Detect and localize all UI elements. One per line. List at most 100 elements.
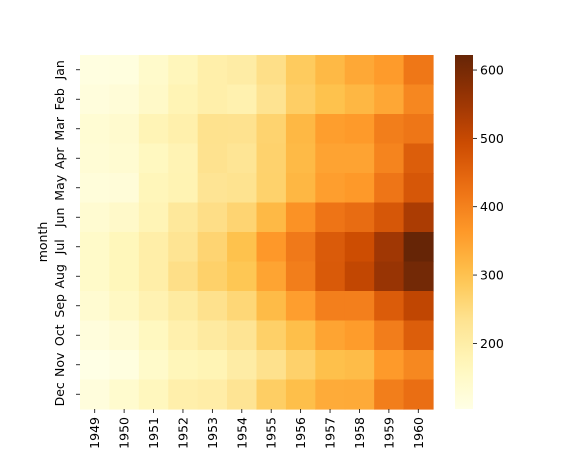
heatmap-cell xyxy=(109,114,140,145)
heatmap-cell xyxy=(109,173,140,204)
heatmap-cell xyxy=(403,173,434,204)
heatmap-cell xyxy=(344,261,375,292)
heatmap-cell xyxy=(138,173,169,204)
heatmap-cell xyxy=(285,84,316,115)
heatmap-cell xyxy=(168,232,199,263)
heatmap-cell xyxy=(138,84,169,115)
heatmap-cell xyxy=(285,291,316,322)
heatmap-cell xyxy=(197,114,228,145)
heatmap-cell xyxy=(138,350,169,381)
heatmap-cell xyxy=(227,173,258,204)
x-tick-label: 1953 xyxy=(205,417,220,449)
heatmap-cell xyxy=(197,202,228,233)
heatmap-cell xyxy=(109,379,140,410)
heatmap-cell xyxy=(344,379,375,410)
heatmap-cell xyxy=(285,232,316,263)
x-tick-label: 1950 xyxy=(117,417,132,449)
x-tick-label: 1959 xyxy=(381,417,396,449)
heatmap-cell xyxy=(80,232,111,263)
heatmap-cell xyxy=(315,84,346,115)
heatmap-cell xyxy=(168,202,199,233)
heatmap-cell xyxy=(344,232,375,263)
heatmap-cell xyxy=(344,350,375,381)
heatmap-cell xyxy=(344,55,375,86)
heatmap-cell xyxy=(227,143,258,174)
y-tick-label: Apr xyxy=(52,147,67,169)
heatmap-cell xyxy=(168,143,199,174)
heatmap-cell xyxy=(227,84,258,115)
heatmap-cell xyxy=(403,350,434,381)
heatmap-cell xyxy=(227,261,258,292)
heatmap-cell xyxy=(256,84,287,115)
heatmap-cell xyxy=(227,202,258,233)
heatmap-cell xyxy=(344,114,375,145)
heatmap-cell xyxy=(285,55,316,86)
heatmap-cell xyxy=(315,114,346,145)
heatmap-cell xyxy=(256,291,287,322)
heatmap-cell xyxy=(344,320,375,351)
heatmap-cell xyxy=(80,173,111,204)
heatmap-cell xyxy=(256,232,287,263)
heatmap-cell xyxy=(374,261,405,292)
heatmap-cell xyxy=(227,379,258,410)
colorbar xyxy=(455,55,473,409)
heatmap-cell xyxy=(168,320,199,351)
x-tick-label: 1957 xyxy=(323,417,338,449)
x-tick-label: 1954 xyxy=(234,417,249,449)
colorbar-ticks: 200 300 400 500 600 xyxy=(473,63,504,351)
heatmap-cell xyxy=(344,84,375,115)
heatmap-cell xyxy=(256,114,287,145)
heatmap-cell xyxy=(197,320,228,351)
heatmap-cell xyxy=(315,350,346,381)
heatmap-cell xyxy=(315,232,346,263)
heatmap-cell xyxy=(344,143,375,174)
x-tick-label: 1956 xyxy=(293,417,308,449)
heatmap-cell xyxy=(80,320,111,351)
heatmap-cell xyxy=(256,143,287,174)
heatmap-cell xyxy=(227,55,258,86)
heatmap-cell xyxy=(109,350,140,381)
heatmap-cell xyxy=(227,291,258,322)
heatmap-cell xyxy=(403,232,434,263)
heatmap-cell xyxy=(374,173,405,204)
heatmap-cell xyxy=(403,320,434,351)
x-tick-label: 1955 xyxy=(264,417,279,449)
heatmap-cell xyxy=(197,232,228,263)
heatmap-cells xyxy=(80,55,434,410)
heatmap-cell xyxy=(109,261,140,292)
heatmap-cell xyxy=(138,291,169,322)
colorbar-tick-label: 500 xyxy=(480,131,504,146)
heatmap-cell xyxy=(168,84,199,115)
heatmap-cell xyxy=(285,202,316,233)
x-tick-label: 1960 xyxy=(411,417,426,449)
colorbar-tick-label: 600 xyxy=(480,63,504,78)
heatmap-cell xyxy=(168,350,199,381)
heatmap-cell xyxy=(138,232,169,263)
heatmap-cell xyxy=(138,55,169,86)
heatmap-cell xyxy=(374,379,405,410)
heatmap-cell xyxy=(374,114,405,145)
heatmap-cell xyxy=(227,232,258,263)
colorbar-tick-label: 200 xyxy=(480,336,504,351)
y-tick-label: Aug xyxy=(52,264,67,288)
colorbar-tick-label: 300 xyxy=(480,268,504,283)
heatmap-cell xyxy=(403,55,434,86)
heatmap-cell xyxy=(80,291,111,322)
heatmap-cell xyxy=(80,84,111,115)
heatmap-cell xyxy=(109,202,140,233)
y-axis-ticks: Jan Feb Mar Apr May Jun Jul Aug Sep Oct Nov Dec xyxy=(52,60,80,406)
heatmap-cell xyxy=(80,143,111,174)
heatmap-cell xyxy=(197,173,228,204)
heatmap-cell xyxy=(315,379,346,410)
heatmap-cell xyxy=(256,55,287,86)
heatmap-cell xyxy=(344,173,375,204)
heatmap-cell xyxy=(168,55,199,86)
heatmap-cell xyxy=(315,202,346,233)
heatmap-cell xyxy=(403,84,434,115)
heatmap-cell xyxy=(80,55,111,86)
heatmap-cell xyxy=(256,173,287,204)
x-tick-label: 1952 xyxy=(176,417,191,449)
y-tick-label: Sep xyxy=(52,294,67,318)
heatmap-cell xyxy=(227,350,258,381)
